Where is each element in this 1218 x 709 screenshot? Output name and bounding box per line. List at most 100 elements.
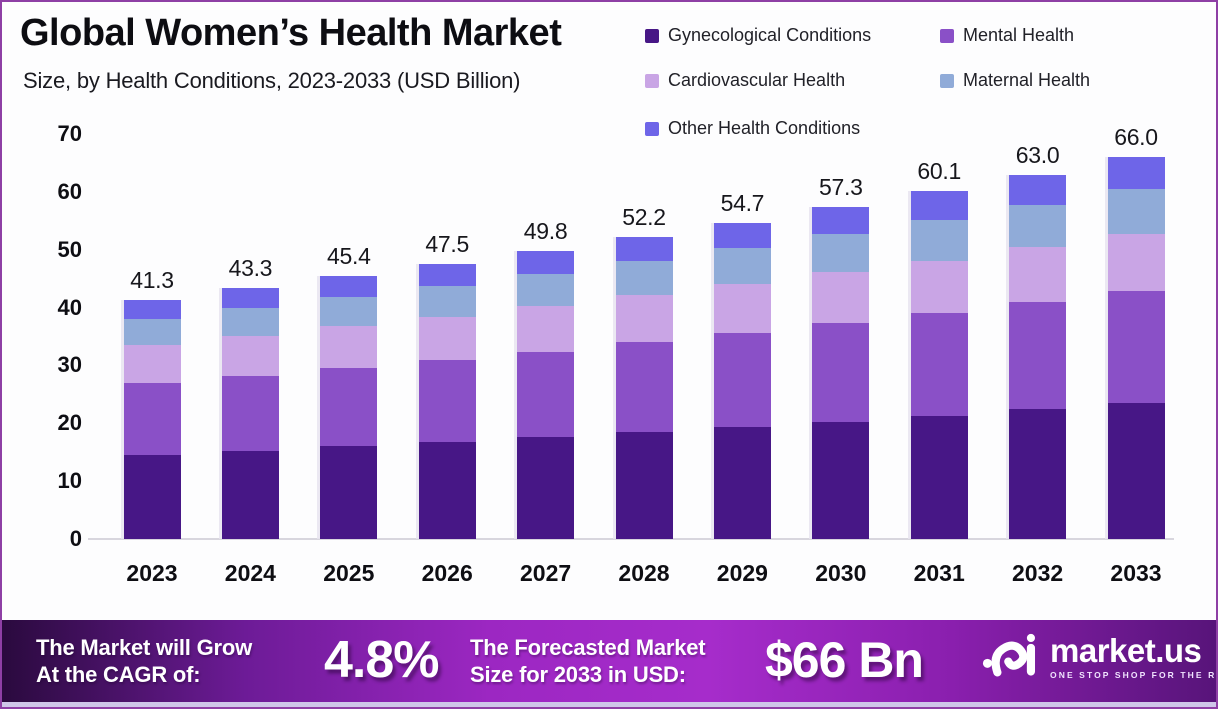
bar-segment-2023-mental-health — [123, 383, 181, 456]
legend-swatch-icon — [940, 73, 954, 88]
bar-total-label: 49.8 — [523, 217, 568, 244]
forecast-value: $66 Bn — [765, 632, 924, 688]
bar-segment-2029-maternal-health — [713, 247, 771, 285]
y-axis-tick-label: 50 — [57, 236, 82, 262]
bar-segment-2032-gynecological-conditions — [1009, 409, 1067, 539]
bar-segment-2030-maternal-health — [812, 234, 870, 273]
x-axis-tick-label: 2024 — [224, 560, 276, 586]
legend-label: Other Health Conditions — [668, 118, 861, 138]
bar-segment-2023-other-health-conditions — [123, 300, 181, 319]
bar-segment-2029-mental-health — [713, 333, 771, 427]
cagr-caption-line2: At the CAGR of: — [36, 662, 201, 687]
market-us-logo-text-block: market.us ONE STOP SHOP FOR THE REPORTS — [1050, 632, 1217, 681]
cagr-caption: The Market will Grow At the CAGR of: — [36, 634, 252, 688]
bar-segment-2029-cardiovascular-health — [713, 284, 771, 334]
bar-segment-2030-other-health-conditions — [812, 207, 870, 235]
x-axis-tick-label: 2030 — [815, 560, 867, 586]
bar-segment-2024-maternal-health — [221, 308, 279, 336]
bar-segment-2033-mental-health — [1107, 290, 1165, 404]
market-us-logo-tagline: ONE STOP SHOP FOR THE REPORTS — [1050, 670, 1217, 680]
bar-segment-2026-cardiovascular-health — [418, 316, 476, 360]
legend-swatch-icon — [645, 73, 659, 88]
forecast-caption-line2: Size for 2033 in USD: — [470, 662, 686, 687]
bar-segment-2027-mental-health — [517, 351, 575, 438]
cagr-caption-line1: The Market will Grow — [36, 635, 253, 660]
x-axis-tick-label: 2026 — [421, 560, 473, 586]
footer-banner: The Market will Grow At the CAGR of: 4.8… — [2, 620, 1217, 702]
bar-segment-2025-maternal-health — [320, 296, 378, 327]
bar-total-label: 43.3 — [228, 255, 273, 282]
bar-segment-2025-gynecological-conditions — [320, 446, 378, 539]
bar-segment-2030-gynecological-conditions — [812, 421, 870, 539]
bar-segment-2028-other-health-conditions — [615, 236, 673, 262]
bar-segment-2028-cardiovascular-health — [615, 295, 673, 343]
legend-label: Cardiovascular Health — [668, 70, 846, 90]
bar-segment-2030-mental-health — [812, 323, 870, 422]
bar-segment-2024-mental-health — [221, 375, 279, 452]
bar-segment-2025-cardiovascular-health — [320, 326, 378, 368]
legend-swatch-icon — [940, 28, 954, 43]
bar-total-label: 57.3 — [819, 174, 863, 201]
bar-segment-2028-gynecological-conditions — [615, 431, 673, 539]
bar-total-label: 45.4 — [327, 243, 371, 270]
x-axis-tick-label: 2027 — [520, 560, 572, 586]
legend-swatch-icon — [645, 121, 659, 136]
page-title: Global Women’s Health Market — [20, 12, 562, 54]
bar-segment-2033-gynecological-conditions — [1107, 403, 1165, 539]
bar-segment-2033-maternal-health — [1107, 188, 1165, 234]
bar-segment-2027-maternal-health — [517, 274, 575, 307]
bar-segment-2032-maternal-health — [1009, 204, 1067, 247]
x-axis-tick-label: 2028 — [618, 560, 670, 586]
bar-segment-2027-gynecological-conditions — [517, 437, 575, 539]
bar-segment-2026-gynecological-conditions — [418, 441, 476, 539]
bar-segment-2024-gynecological-conditions — [221, 451, 279, 539]
y-axis-tick-label: 20 — [57, 410, 82, 436]
legend-label: Gynecological Conditions — [668, 25, 872, 45]
bar-segment-2032-mental-health — [1009, 301, 1067, 410]
bar-segment-2031-mental-health — [910, 313, 968, 416]
bar-total-label: 66.0 — [1114, 124, 1158, 151]
x-axis-line — [88, 538, 1174, 540]
y-axis-tick-label: 0 — [69, 526, 82, 551]
bar-segment-2028-mental-health — [615, 342, 673, 432]
bar-segment-2030-cardiovascular-health — [812, 272, 870, 324]
bar-segment-2026-maternal-health — [418, 285, 476, 317]
legend-label: Maternal Health — [963, 70, 1091, 90]
bar-segment-2023-maternal-health — [123, 318, 181, 346]
bar-segment-2023-cardiovascular-health — [123, 345, 181, 384]
bar-total-label: 52.2 — [622, 203, 666, 230]
legend-item-other-health-conditions: Other Health Conditions — [645, 118, 860, 139]
bar-segment-2027-cardiovascular-health — [517, 306, 575, 352]
bar-total-label: 63.0 — [1015, 141, 1060, 168]
market-us-logo-icon — [982, 633, 1036, 677]
x-axis-tick-label: 2033 — [1110, 560, 1162, 586]
y-axis-tick-label: 40 — [57, 294, 82, 320]
x-axis-tick-label: 2031 — [913, 560, 965, 586]
bar-segment-2025-other-health-conditions — [320, 276, 378, 297]
x-axis-tick-label: 2029 — [716, 560, 768, 586]
bar-total-label: 60.1 — [917, 158, 961, 185]
bar-total-label: 41.3 — [130, 267, 174, 294]
market-us-logo: market.us ONE STOP SHOP FOR THE REPORTS — [982, 631, 1217, 683]
bar-segment-2025-mental-health — [320, 367, 378, 447]
bar-segment-2032-other-health-conditions — [1009, 174, 1067, 205]
market-us-logo-text: market.us — [1050, 632, 1202, 669]
bar-segment-2024-cardiovascular-health — [221, 335, 279, 376]
bar-segment-2028-maternal-health — [615, 261, 673, 296]
legend-swatch-icon — [645, 28, 659, 43]
page-subtitle: Size, by Health Conditions, 2023-2033 (U… — [23, 68, 521, 93]
bar-segment-2031-cardiovascular-health — [910, 260, 968, 314]
y-axis-tick-label: 70 — [57, 121, 82, 146]
cagr-value: 4.8% — [324, 631, 440, 689]
forecast-caption: The Forecasted Market Size for 2033 in U… — [470, 634, 706, 688]
x-axis-tick-label: 2032 — [1012, 560, 1064, 586]
bar-segment-2026-other-health-conditions — [418, 264, 476, 286]
bar-segment-2033-cardiovascular-health — [1107, 233, 1165, 291]
x-axis-tick-label: 2025 — [323, 560, 375, 586]
bar-segment-2031-maternal-health — [910, 220, 968, 261]
legend-item-gynecological-conditions: Gynecological Conditions — [645, 25, 871, 46]
bar-segment-2032-cardiovascular-health — [1009, 246, 1067, 302]
y-axis-tick-label: 30 — [57, 352, 82, 378]
y-axis-tick-label: 60 — [57, 178, 82, 204]
